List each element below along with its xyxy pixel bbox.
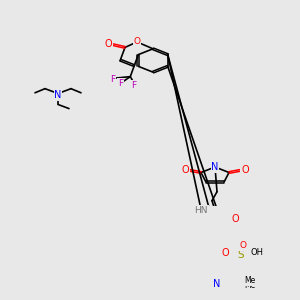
Text: O: O <box>104 39 112 49</box>
Text: Me: Me <box>244 276 256 285</box>
Text: OH: OH <box>250 248 263 257</box>
Text: N: N <box>211 162 219 172</box>
Text: O: O <box>239 241 247 250</box>
Text: S: S <box>238 250 244 260</box>
Text: F: F <box>110 75 115 84</box>
Text: O: O <box>231 214 239 224</box>
Text: N: N <box>213 279 221 289</box>
Text: Me: Me <box>244 281 256 290</box>
Text: N: N <box>213 279 221 289</box>
Text: O: O <box>134 38 140 46</box>
Text: N: N <box>54 90 62 100</box>
Text: HN: HN <box>194 206 208 215</box>
Text: F: F <box>131 81 136 90</box>
Text: O: O <box>221 248 229 258</box>
Text: O: O <box>241 165 249 175</box>
Text: F: F <box>118 79 123 88</box>
Text: O: O <box>181 165 189 175</box>
